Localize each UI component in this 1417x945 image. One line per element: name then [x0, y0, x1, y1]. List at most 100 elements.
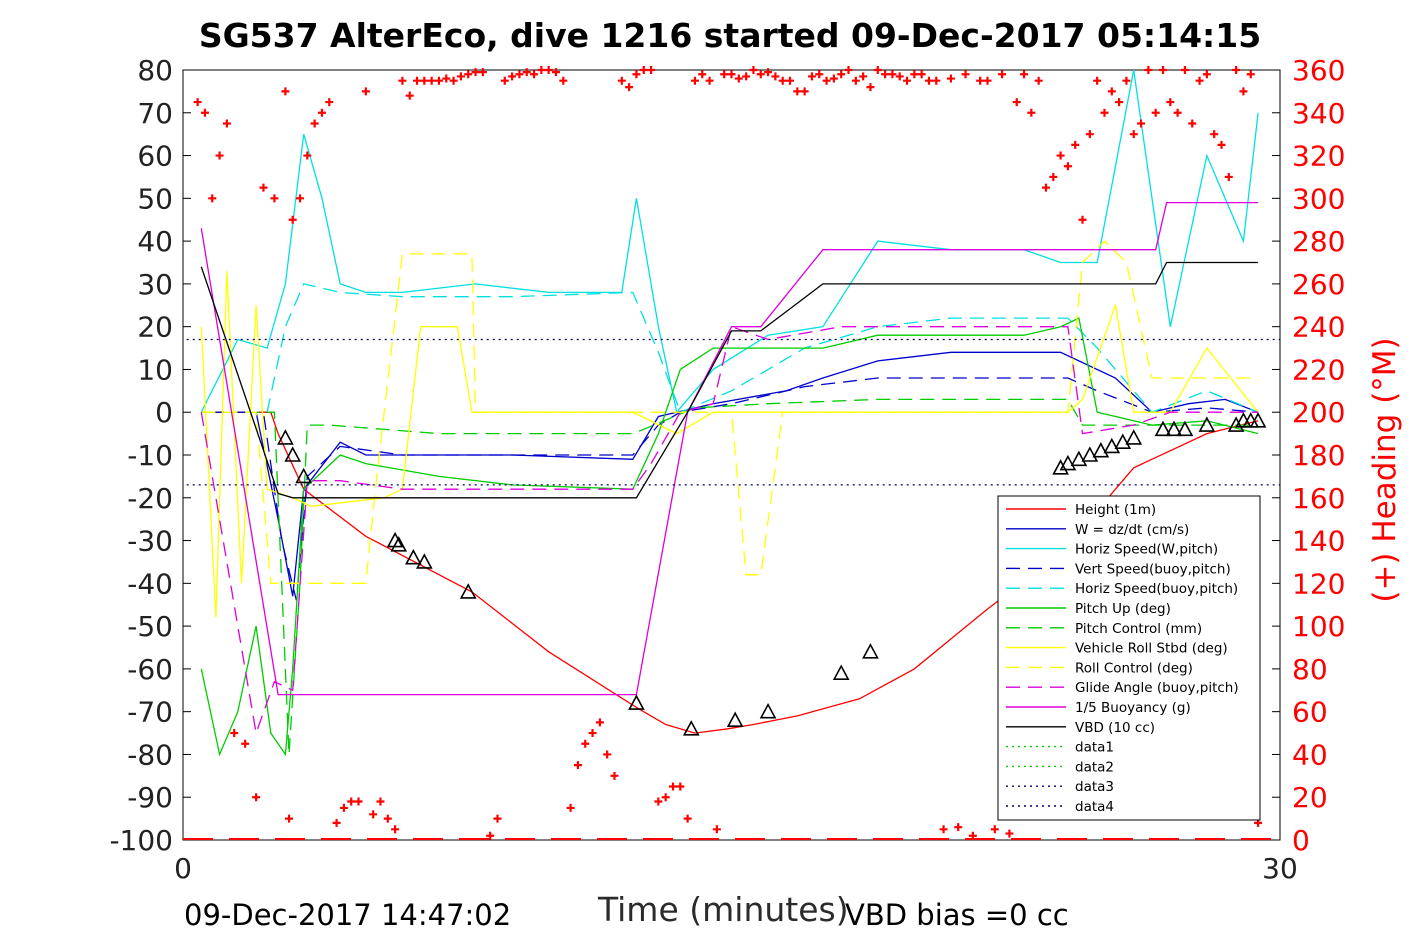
y-left-tick-label: 50 [137, 182, 173, 215]
triangle-marker [295, 467, 313, 484]
heading-point [383, 814, 392, 823]
heading-point [873, 66, 882, 74]
heading-point [1224, 172, 1233, 181]
heading-point [1158, 66, 1167, 74]
heading-point [339, 803, 348, 812]
heading-point [325, 98, 334, 107]
heading-point [888, 70, 897, 79]
vbd-bias-label: VBD bias =0 cc [845, 898, 1069, 932]
y-left-tick-label: -60 [127, 653, 173, 686]
heading-point [522, 68, 531, 77]
heading-point [566, 803, 575, 812]
y-right-axis-label: (+) Heading (°M) [1367, 337, 1403, 602]
y-right-tick-label: 40 [1292, 738, 1328, 771]
y-left-tick-label: -70 [127, 696, 173, 729]
triangle-marker [1081, 446, 1099, 462]
heading-point [1049, 172, 1058, 181]
heading-point [720, 70, 729, 79]
heading-point [515, 70, 524, 79]
heading-point [851, 76, 860, 85]
heading-point [807, 72, 816, 81]
heading-point [866, 83, 875, 92]
heading-point [976, 76, 985, 85]
heading-point [449, 76, 458, 85]
heading-point [595, 718, 604, 727]
y-right-tick-label: 20 [1292, 781, 1328, 814]
heading-point [310, 119, 319, 128]
legend-label: Horiz Speed(W,pitch) [1075, 542, 1218, 558]
y-left-tick-label: -90 [127, 781, 173, 814]
y-left-tick-label: -20 [127, 482, 173, 515]
triangle-marker [277, 429, 294, 445]
heading-point [332, 818, 341, 827]
y-left-tick-label: 20 [137, 311, 173, 344]
heading-point [778, 76, 787, 85]
heading-point [1056, 151, 1065, 160]
heading-point [1239, 87, 1248, 96]
heading-point [734, 74, 743, 83]
heading-point [559, 76, 568, 85]
y-right-tick-label: 320 [1292, 140, 1345, 173]
heading-point [932, 76, 941, 85]
triangle-marker [1103, 437, 1121, 454]
heading-point [859, 72, 868, 81]
triangle-marker [862, 643, 879, 659]
heading-point [1093, 76, 1102, 85]
y-left-tick-label: 70 [137, 97, 173, 130]
heading-point [939, 825, 948, 834]
heading-point [200, 108, 209, 117]
heading-point [1195, 76, 1204, 85]
heading-point [1137, 119, 1146, 128]
heading-point [924, 76, 933, 85]
heading-point [398, 76, 407, 85]
triangle-marker [390, 536, 408, 552]
triangle-marker [284, 446, 302, 462]
y-right-tick-label: 200 [1292, 396, 1345, 429]
heading-point [317, 108, 326, 117]
heading-point [537, 66, 546, 74]
y-left-tick-label: 10 [137, 353, 173, 386]
heading-point [581, 739, 590, 748]
heading-point [193, 98, 202, 107]
heading-point [493, 814, 502, 823]
heading-point [617, 76, 626, 85]
legend-label: data4 [1075, 799, 1114, 815]
heading-point [508, 72, 517, 81]
heading-point [1020, 70, 1029, 79]
heading-point [259, 183, 268, 192]
heading-point [347, 797, 356, 806]
series-line-glide-angle-buoy-pitch- [200, 325, 1259, 736]
y-right-tick-label: 80 [1292, 653, 1328, 686]
heading-point [1129, 130, 1138, 139]
y-left-tick-label: -80 [127, 738, 173, 771]
heading-point [1071, 140, 1080, 149]
triangle-marker [405, 548, 422, 565]
y-left-tick-label: 40 [137, 225, 173, 258]
heading-point [639, 66, 648, 74]
heading-point [1210, 130, 1219, 139]
plot-timestamp: 09-Dec-2017 14:47:02 [184, 898, 512, 932]
legend-label: Pitch Control (mm) [1075, 621, 1202, 637]
heading-point [742, 72, 751, 81]
triangle-marker [1176, 420, 1194, 437]
heading-point [727, 70, 736, 79]
triangle-marker [459, 583, 477, 599]
heading-point [500, 76, 509, 85]
chart-title: SG537 AlterEco, dive 1216 started 09-Dec… [198, 16, 1262, 55]
heading-point [625, 83, 634, 92]
heading-point [815, 70, 824, 79]
heading-point [376, 797, 385, 806]
heading-point [413, 76, 422, 85]
y-right-tick-label: 100 [1292, 610, 1345, 643]
heading-point [215, 151, 224, 160]
legend-label: Glide Angle (buoy,pitch) [1075, 680, 1239, 696]
y-right-tick-label: 300 [1292, 182, 1345, 215]
heading-point [756, 70, 765, 79]
x-tick-label: 30 [1262, 852, 1298, 885]
heading-point [420, 76, 429, 85]
heading-point [361, 87, 370, 96]
y-right-tick-label: 280 [1292, 225, 1345, 258]
heading-point [1100, 108, 1109, 117]
heading-point [1115, 98, 1124, 107]
heading-point [954, 823, 963, 832]
